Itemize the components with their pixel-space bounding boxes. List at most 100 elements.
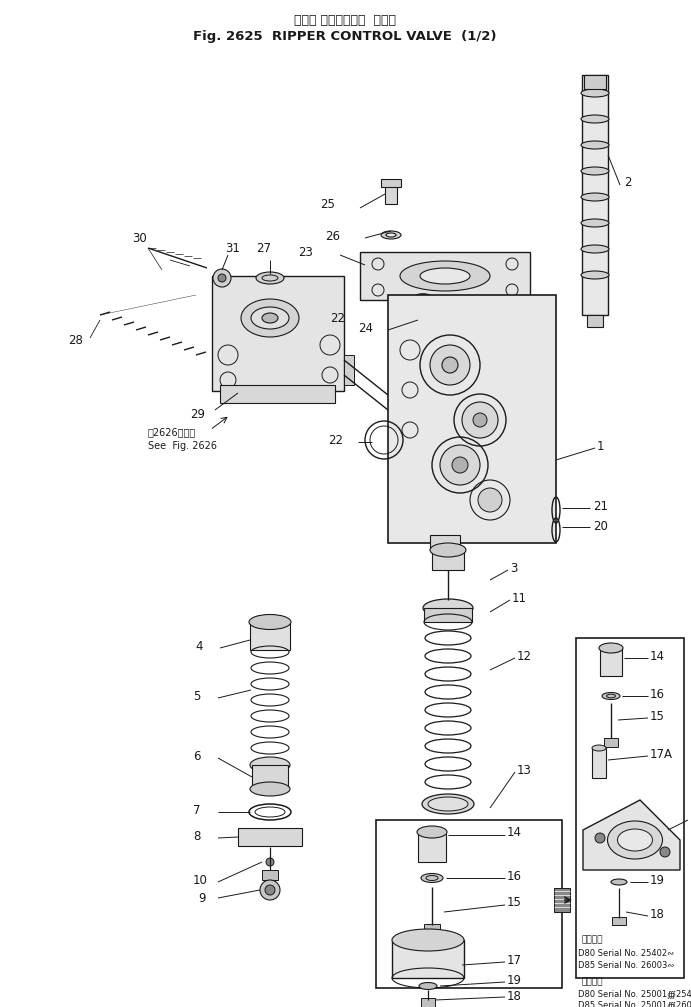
Circle shape [660, 847, 670, 857]
Text: 適用番号: 適用番号 [582, 936, 603, 945]
Ellipse shape [592, 745, 606, 751]
Text: 9: 9 [198, 891, 205, 904]
Bar [418, 832, 446, 862]
Ellipse shape [256, 272, 284, 284]
Ellipse shape [251, 307, 289, 329]
Text: 18: 18 [507, 990, 522, 1003]
Ellipse shape [262, 313, 278, 323]
Text: 16: 16 [650, 688, 665, 701]
Ellipse shape [386, 233, 396, 237]
Text: 1: 1 [597, 439, 605, 452]
Text: 7: 7 [193, 804, 200, 817]
Text: 8: 8 [193, 830, 200, 843]
Ellipse shape [417, 826, 447, 838]
Text: See  Fig. 2626: See Fig. 2626 [148, 441, 217, 451]
Text: 23: 23 [298, 247, 313, 260]
Bar [587, 315, 603, 327]
Ellipse shape [581, 89, 609, 97]
Text: 18: 18 [650, 907, 665, 920]
Text: D80 Serial No. 25402∾: D80 Serial No. 25402∾ [578, 950, 674, 959]
Text: 19: 19 [507, 974, 522, 987]
Ellipse shape [241, 299, 299, 337]
Circle shape [213, 269, 231, 287]
Bar [430, 535, 460, 550]
Ellipse shape [581, 193, 609, 201]
Text: 22: 22 [328, 433, 343, 446]
Text: 第2626図参照: 第2626図参照 [148, 427, 196, 437]
Bar [360, 252, 530, 300]
Text: 2: 2 [624, 176, 632, 189]
Text: 17: 17 [690, 812, 691, 825]
Text: 14: 14 [650, 650, 665, 663]
Ellipse shape [250, 757, 290, 773]
Text: D85 Serial No. 25001∰26002: D85 Serial No. 25001∰26002 [578, 1001, 691, 1007]
Text: 31: 31 [225, 242, 240, 255]
Text: D85 Serial No. 26003∾: D85 Serial No. 26003∾ [578, 962, 674, 971]
Bar [582, 75, 608, 315]
Text: 6: 6 [193, 749, 200, 762]
Text: 28: 28 [68, 333, 83, 346]
Ellipse shape [581, 219, 609, 227]
Circle shape [478, 488, 502, 512]
Ellipse shape [381, 231, 401, 239]
Bar [252, 765, 288, 789]
Ellipse shape [581, 245, 609, 253]
Ellipse shape [428, 797, 468, 811]
Ellipse shape [618, 829, 652, 851]
Ellipse shape [607, 821, 663, 859]
Bar [250, 622, 290, 650]
Polygon shape [583, 800, 680, 870]
Text: 16: 16 [507, 869, 522, 882]
Circle shape [265, 885, 275, 895]
Ellipse shape [249, 614, 291, 629]
Circle shape [442, 357, 458, 373]
Ellipse shape [581, 167, 609, 175]
Circle shape [473, 413, 487, 427]
Bar [584, 75, 606, 89]
Bar [220, 385, 335, 403]
Text: Fig. 2625  RIPPER CONTROL VALVE  (1/2): Fig. 2625 RIPPER CONTROL VALVE (1/2) [193, 30, 497, 43]
Text: 15: 15 [507, 896, 522, 909]
Bar [576, 638, 684, 978]
Bar [432, 550, 464, 570]
Ellipse shape [420, 268, 470, 284]
Text: 27: 27 [256, 242, 271, 255]
Ellipse shape [581, 271, 609, 279]
Text: 適用番号: 適用番号 [582, 978, 603, 987]
Bar [421, 998, 435, 1007]
Text: リッパ コントロール  バルブ: リッパ コントロール バルブ [294, 14, 396, 27]
Ellipse shape [599, 643, 623, 653]
Ellipse shape [421, 873, 443, 882]
Bar [612, 917, 626, 925]
Bar [344, 355, 354, 385]
Text: D80 Serial No. 25001∰25401: D80 Serial No. 25001∰25401 [578, 990, 691, 999]
Circle shape [440, 445, 480, 485]
Text: 22: 22 [330, 311, 345, 324]
Bar [238, 828, 302, 846]
Bar [385, 182, 397, 204]
Ellipse shape [581, 141, 609, 149]
Text: 20: 20 [593, 521, 608, 534]
Circle shape [218, 274, 226, 282]
Ellipse shape [419, 983, 437, 990]
Text: 17: 17 [507, 954, 522, 967]
Text: 4: 4 [195, 639, 202, 653]
Circle shape [595, 833, 605, 843]
Bar [554, 888, 570, 912]
Bar [600, 648, 622, 676]
Ellipse shape [611, 879, 627, 885]
Text: 17A: 17A [650, 747, 673, 760]
Text: 30: 30 [132, 232, 146, 245]
Circle shape [452, 457, 468, 473]
Text: 24: 24 [358, 321, 373, 334]
Bar [392, 940, 464, 978]
Circle shape [260, 880, 280, 900]
Bar [262, 870, 278, 880]
Bar [388, 295, 556, 543]
Circle shape [430, 345, 470, 385]
Ellipse shape [392, 929, 464, 951]
Ellipse shape [250, 782, 290, 796]
Ellipse shape [602, 693, 620, 700]
Bar [604, 738, 618, 747]
Bar [424, 608, 472, 622]
